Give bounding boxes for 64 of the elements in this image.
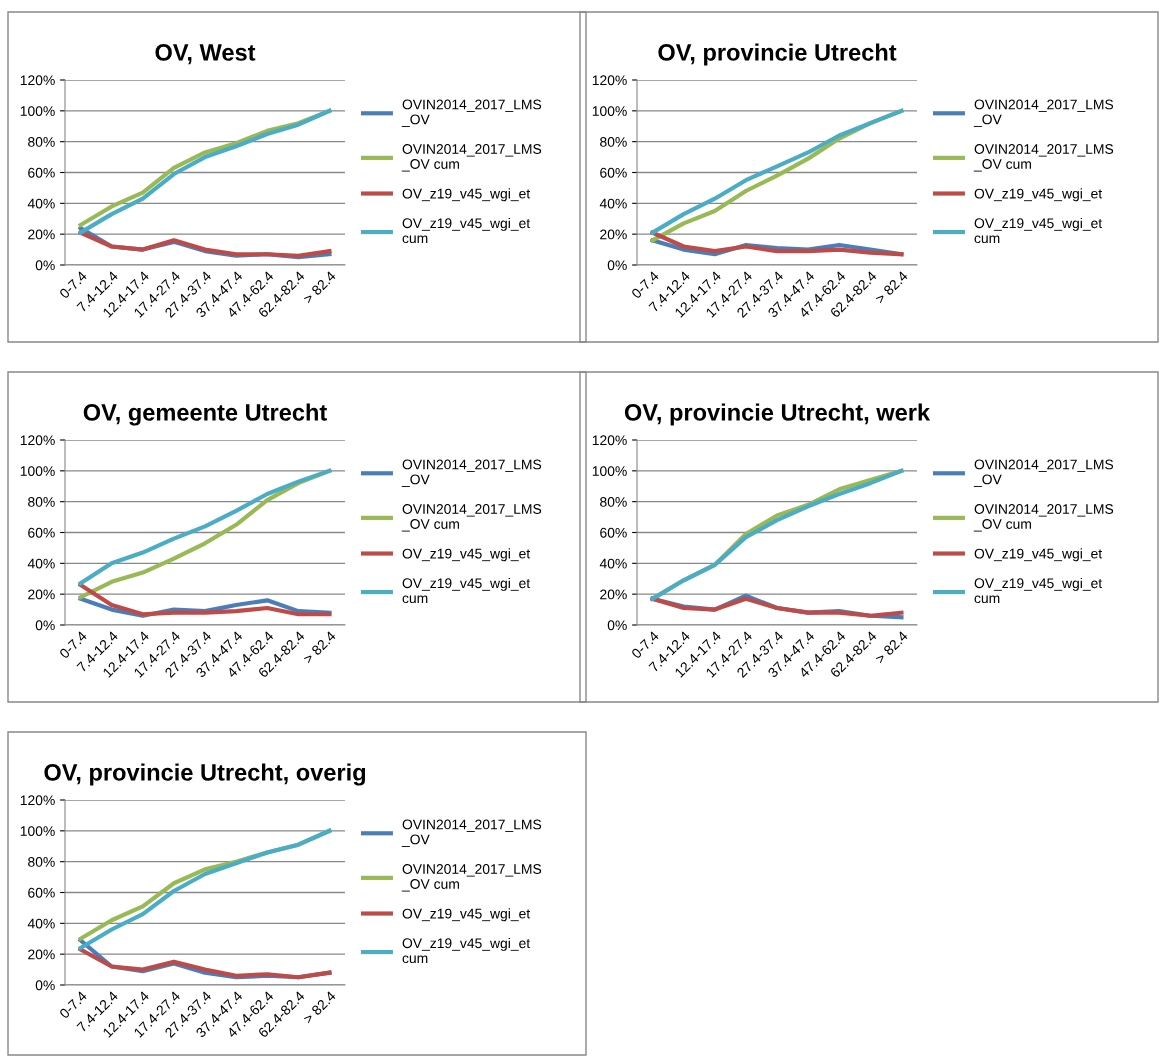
y-tick-label: 0%: [607, 260, 627, 271]
y-tick-label: 20%: [600, 229, 627, 240]
legend-label: OVIN2014_2017_LMS_OV cum: [973, 144, 1114, 172]
legend-label: OV_z19_v45_wgi_et: [402, 188, 531, 202]
chart-title: OV, West: [155, 44, 256, 65]
legend-label: OVIN2014_2017_LMS_OV: [401, 819, 542, 847]
legend-label: OV_z19_v45_wgi_et: [974, 548, 1103, 562]
chart-title: OV, gemeente Utrecht: [83, 403, 327, 426]
y-tick-label: 0%: [35, 620, 55, 631]
legend-label: OVIN2014_2017_LMS_OV cum: [401, 144, 542, 172]
legend-label: OVIN2014_2017_LMS_OV cum: [401, 864, 542, 892]
legend-label: OV_z19_v45_wgi_et: [402, 548, 531, 562]
y-tick-label: 60%: [28, 527, 55, 538]
legend-label: OV_z19_v45_wgi_et cum: [974, 577, 1103, 604]
y-tick-label: 120%: [20, 75, 55, 86]
y-tick-label: 40%: [599, 558, 627, 569]
y-tick-label: 100%: [20, 826, 55, 836]
y-tick-label: 20%: [28, 949, 55, 960]
y-tick-label: 0%: [607, 620, 627, 631]
line-series: [650, 230, 904, 257]
legend-label: OV_z19_v45_wgi_et: [974, 188, 1103, 202]
y-tick-label: 0%: [35, 980, 55, 991]
legend-label: OV_z19_v45_wgi_et: [402, 908, 531, 922]
legend-label: OVIN2014_2017_LMS_OV: [401, 459, 542, 487]
y-tick-label: 100%: [592, 106, 627, 116]
y-tick-label: 40%: [27, 918, 55, 929]
chart-title: OV, provincie Utrecht, werk: [624, 403, 931, 426]
y-tick-label: 0%: [35, 260, 55, 271]
legend-label: OV_z19_v45_wgi_et cum: [402, 937, 531, 964]
legend-label: OV_z19_v45_wgi_et cum: [402, 217, 531, 244]
legend-label: OVIN2014_2017_LMS_OV: [401, 99, 542, 127]
legend-label: OVIN2014_2017_LMS_OV: [973, 99, 1114, 127]
legend-label: OVIN2014_2017_LMS_OV cum: [401, 504, 542, 532]
y-tick-label: 80%: [28, 497, 55, 507]
y-tick-label: 100%: [592, 466, 627, 476]
line-series: [650, 468, 904, 601]
y-tick-label: 20%: [600, 589, 627, 600]
y-tick-label: 120%: [592, 75, 627, 86]
legend-label: OVIN2014_2017_LMS_OV cum: [973, 504, 1114, 532]
y-tick-label: 120%: [20, 435, 55, 446]
y-tick-label: 120%: [592, 435, 627, 446]
legend-label: OVIN2014_2017_LMS_OV: [973, 459, 1114, 487]
y-tick-label: 80%: [28, 857, 55, 867]
y-tick-label: 80%: [28, 137, 55, 147]
y-tick-label: 60%: [600, 527, 627, 538]
legend-label: OV_z19_v45_wgi_et cum: [974, 217, 1103, 244]
chart-title: OV, provincie Utrecht, overig: [44, 763, 366, 786]
line-series: [78, 947, 332, 980]
y-tick-label: 100%: [20, 466, 55, 476]
y-tick-label: 40%: [27, 198, 55, 209]
legend-label: OV_z19_v45_wgi_et cum: [402, 577, 531, 604]
y-tick-label: 40%: [27, 558, 55, 569]
y-tick-label: 40%: [599, 198, 627, 209]
y-tick-label: 60%: [600, 167, 627, 178]
y-tick-label: 100%: [20, 106, 55, 116]
y-tick-label: 20%: [28, 589, 55, 600]
chart-title: OV, provincie Utrecht: [658, 43, 897, 66]
y-tick-label: 120%: [20, 795, 55, 806]
y-tick-label: 60%: [28, 887, 55, 898]
line-series: [78, 582, 332, 617]
y-tick-label: 80%: [600, 137, 627, 147]
y-tick-label: 80%: [600, 497, 627, 507]
y-tick-label: 20%: [28, 229, 55, 240]
y-tick-label: 60%: [28, 167, 55, 178]
